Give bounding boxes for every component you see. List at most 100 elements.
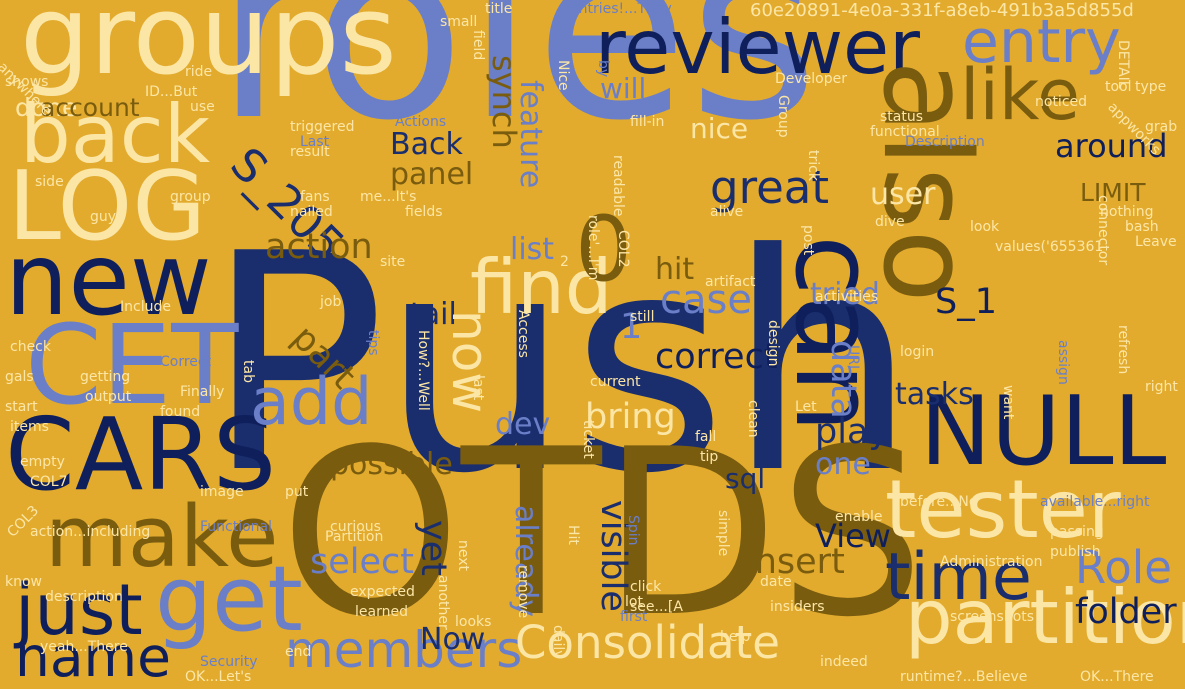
word-168: Administration: [940, 554, 1043, 570]
word-162: Partition: [325, 529, 384, 545]
word-60: sql: [725, 462, 766, 495]
word-105: role'...I'm: [585, 215, 601, 281]
word-27: Role: [1075, 541, 1172, 594]
word-157: Functional: [200, 519, 273, 535]
word-174: description: [45, 589, 123, 605]
word-152: put: [285, 484, 309, 500]
word-183: yeah...There: [40, 639, 128, 655]
word-116: 2: [560, 254, 569, 270]
word-179: insiders: [770, 599, 825, 615]
word-82: ride: [185, 64, 213, 80]
word-96: me...It's: [360, 189, 417, 205]
word-115: site: [380, 254, 406, 270]
word-76: Nice: [555, 60, 571, 91]
word-91: Actions: [395, 114, 447, 130]
word-185: help: [720, 629, 751, 645]
word-141: output: [85, 389, 132, 405]
word-100: side: [35, 174, 64, 190]
word-30: S_1: [935, 282, 997, 322]
word-58: possible: [330, 447, 453, 482]
word-44: list: [510, 232, 555, 267]
word-101: group: [170, 189, 211, 205]
word-144: items: [10, 419, 49, 435]
word-79: noticed: [1035, 94, 1088, 110]
word-163: Hit: [565, 525, 581, 545]
word-130: assign: [1055, 340, 1071, 385]
word-156: action...including: [30, 524, 151, 540]
word-57: play: [815, 412, 890, 452]
word-122: activities: [815, 289, 879, 305]
word-65: select: [310, 542, 414, 582]
word-150: COL7: [30, 474, 68, 490]
word-85: Group: [775, 95, 791, 138]
word-83: ID...But: [145, 84, 198, 100]
word-42: LIMIT: [1080, 178, 1146, 207]
word-14: name: [15, 625, 171, 689]
word-4: reviewer: [595, 3, 921, 91]
word-175: learned: [355, 604, 408, 620]
word-26: great: [710, 161, 829, 214]
word-45: case: [660, 277, 752, 323]
word-103: nailed: [290, 204, 333, 220]
word-28: folder: [1075, 592, 1177, 632]
word-158: curious: [330, 519, 381, 535]
word-166: know: [5, 574, 42, 590]
word-78: Developer: [775, 71, 848, 87]
word-37: around: [1055, 127, 1168, 165]
word-167: next: [455, 540, 471, 572]
word-20: NULL: [920, 377, 1167, 487]
word-55: dev: [495, 407, 551, 442]
word-0: roles: [215, 0, 819, 175]
word-2: OTDS: [280, 401, 925, 668]
word-93: Description: [905, 134, 985, 150]
word-59: one: [815, 447, 871, 482]
word-113: Leave: [1135, 234, 1177, 250]
word-125: tips: [365, 330, 381, 356]
word-119: Include: [120, 299, 171, 315]
word-111: post: [800, 225, 816, 256]
word-132: getting: [80, 369, 131, 385]
word-188: indeed: [820, 654, 868, 670]
word-11: make: [45, 488, 279, 587]
word-104: fields: [405, 204, 443, 220]
word-149: fall: [695, 429, 717, 445]
word-181: first: [620, 609, 648, 625]
word-107: dive: [875, 214, 905, 230]
word-118: COL2: [615, 230, 631, 268]
word-90: triggered: [290, 119, 355, 135]
word-68: 60e20891-4e0a-331f-a8eb-491b3a5d855d: [750, 0, 1134, 21]
word-110: guy: [90, 209, 117, 225]
word-129: login: [900, 344, 935, 360]
word-43: action: [265, 227, 373, 267]
word-29: 0: [575, 197, 633, 302]
word-165: passing: [1050, 524, 1104, 540]
word-151: image: [200, 484, 244, 500]
word-89: grab: [1145, 119, 1178, 135]
word-186: Security: [200, 654, 258, 670]
word-143: Let: [795, 399, 817, 415]
word-3: groups: [20, 0, 397, 99]
word-112: look: [970, 219, 1000, 235]
word-69: entries!...They: [570, 1, 672, 17]
word-54: 1: [620, 307, 643, 347]
word-120: job: [320, 294, 342, 310]
word-70: title: [485, 1, 513, 17]
word-8: new: [5, 221, 212, 338]
word-102: fans: [300, 189, 330, 205]
word-98: trick: [805, 150, 821, 181]
word-24: find: [470, 243, 613, 331]
word-131: gals: [5, 369, 34, 385]
word-9: CET: [25, 301, 239, 429]
word-124: check: [10, 339, 51, 355]
word-10: CARS: [5, 396, 277, 513]
word-15: members: [285, 621, 523, 679]
word-142: Finally: [180, 384, 225, 400]
word-123: refresh: [1115, 325, 1131, 375]
word-189: OK...Let's: [185, 669, 252, 685]
word-160: enable: [835, 509, 883, 525]
word-46: hit: [655, 252, 695, 287]
word-127: Access: [515, 310, 531, 358]
word-139: right: [1145, 379, 1178, 395]
word-40: feature: [513, 80, 548, 189]
